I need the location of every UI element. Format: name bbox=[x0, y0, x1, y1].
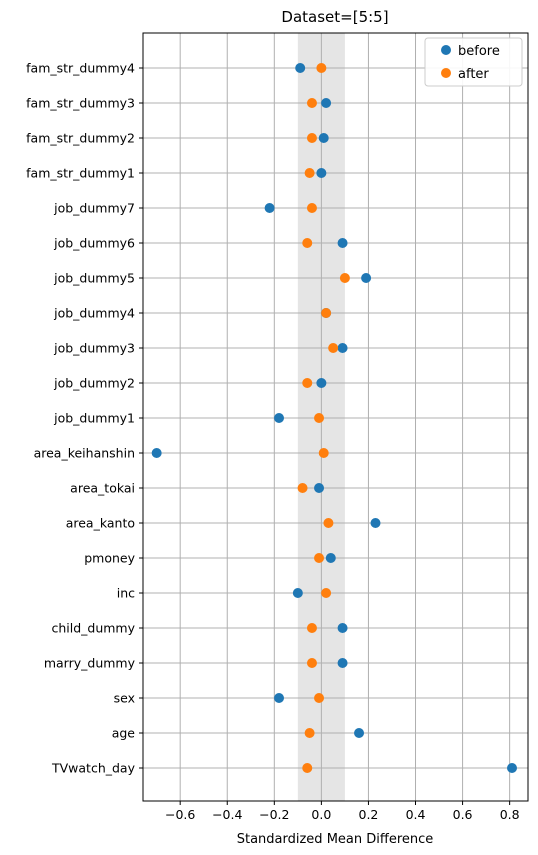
x-tick-label: −0.2 bbox=[259, 807, 289, 822]
x-tick-label: 0.2 bbox=[359, 807, 379, 822]
y-tick-label: job_dummy4 bbox=[53, 306, 135, 321]
point-after bbox=[328, 343, 339, 353]
point-after bbox=[314, 693, 325, 703]
y-tick-label: fam_str_dummy3 bbox=[26, 96, 135, 111]
y-tick-label: job_dummy6 bbox=[53, 236, 135, 251]
legend-marker-before bbox=[441, 45, 451, 55]
point-after bbox=[306, 133, 317, 143]
y-tick-label: job_dummy7 bbox=[53, 201, 135, 216]
point-before bbox=[337, 343, 348, 353]
legend-label-after: after bbox=[458, 67, 489, 82]
point-after bbox=[302, 238, 313, 248]
point-after bbox=[306, 658, 317, 668]
point-before bbox=[274, 693, 285, 703]
x-tick-label: 0.6 bbox=[453, 807, 473, 822]
point-after bbox=[339, 273, 350, 283]
y-tick-label: job_dummy5 bbox=[53, 271, 135, 286]
y-tick-label: job_dummy1 bbox=[53, 411, 135, 426]
point-after bbox=[297, 483, 308, 493]
point-after bbox=[304, 728, 315, 738]
point-before bbox=[337, 658, 348, 668]
point-after bbox=[306, 98, 317, 108]
point-before bbox=[316, 378, 327, 388]
point-after bbox=[318, 448, 329, 458]
y-tick-label: TVwatch_day bbox=[51, 761, 136, 776]
legend: before after bbox=[424, 37, 523, 87]
point-after bbox=[302, 763, 313, 773]
x-tick-label: 0.0 bbox=[311, 807, 331, 822]
y-tick-label: job_dummy3 bbox=[53, 341, 135, 356]
point-before bbox=[325, 553, 336, 563]
point-after bbox=[314, 553, 325, 563]
x-tick-label: 0.8 bbox=[500, 807, 520, 822]
point-before bbox=[354, 728, 365, 738]
point-before bbox=[264, 203, 275, 213]
point-after bbox=[321, 308, 332, 318]
x-axis-title: Standardized Mean Difference bbox=[237, 832, 434, 847]
y-tick-label: fam_str_dummy1 bbox=[26, 166, 135, 181]
point-before bbox=[506, 763, 517, 773]
x-tick-label: −0.6 bbox=[165, 807, 195, 822]
point-after bbox=[306, 623, 317, 633]
point-after bbox=[306, 203, 317, 213]
point-before bbox=[274, 413, 285, 423]
y-tick-label: pmoney bbox=[84, 551, 135, 566]
point-before bbox=[337, 623, 348, 633]
y-tick-label: fam_str_dummy2 bbox=[26, 131, 135, 146]
y-tick-label: sex bbox=[114, 691, 135, 706]
point-after bbox=[304, 168, 315, 178]
x-tick-label: −0.4 bbox=[212, 807, 242, 822]
y-tick-label: area_tokai bbox=[70, 481, 135, 496]
point-before bbox=[318, 133, 329, 143]
legend-label-before: before bbox=[458, 44, 500, 59]
point-after bbox=[316, 63, 327, 73]
y-tick-label: inc bbox=[117, 586, 135, 601]
point-after bbox=[323, 518, 334, 528]
data-points bbox=[151, 63, 517, 773]
point-before bbox=[337, 238, 348, 248]
point-after bbox=[321, 588, 332, 598]
point-after bbox=[302, 378, 313, 388]
axes: −0.6 −0.4 −0.2 0.0 0.2 0.4 0.6 0.8 TVwatch_day ag… bbox=[26, 61, 519, 823]
y-tick-label: area_kanto bbox=[66, 516, 135, 531]
y-tick-label: job_dummy2 bbox=[53, 376, 135, 391]
point-before bbox=[370, 518, 381, 528]
point-before bbox=[295, 63, 306, 73]
point-before bbox=[151, 448, 162, 458]
y-tick-label: area_keihanshin bbox=[34, 446, 135, 461]
legend-marker-after bbox=[441, 68, 451, 78]
point-before bbox=[314, 483, 325, 493]
point-after bbox=[314, 413, 325, 423]
y-tick-label: marry_dummy bbox=[44, 656, 136, 671]
point-before bbox=[321, 98, 332, 108]
point-before bbox=[316, 168, 327, 178]
plot-frame bbox=[142, 32, 529, 802]
x-tick-label: 0.4 bbox=[406, 807, 426, 822]
y-tick-label: fam_str_dummy4 bbox=[26, 61, 135, 76]
y-tick-label: child_dummy bbox=[51, 621, 135, 636]
y-tick-label: age bbox=[112, 726, 136, 741]
point-before bbox=[292, 588, 303, 598]
point-before bbox=[361, 273, 372, 283]
chart-title: Dataset=[5:5] bbox=[281, 8, 388, 26]
